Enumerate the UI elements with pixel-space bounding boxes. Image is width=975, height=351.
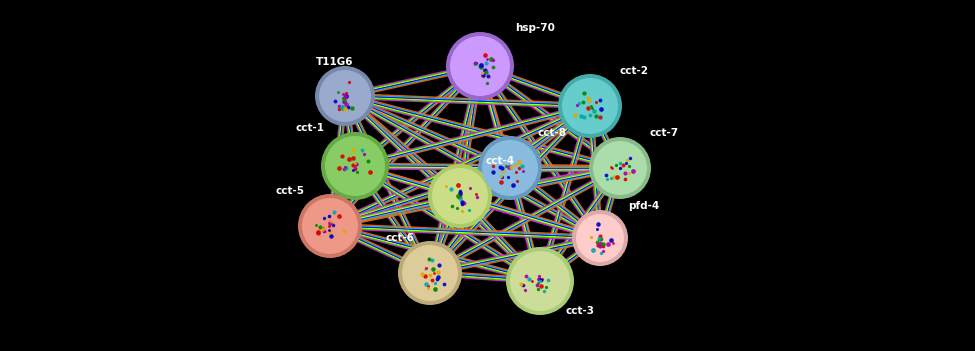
Text: cct-1: cct-1 bbox=[296, 123, 325, 133]
Ellipse shape bbox=[325, 136, 385, 196]
Text: hsp-70: hsp-70 bbox=[515, 23, 555, 33]
Ellipse shape bbox=[576, 214, 624, 262]
Ellipse shape bbox=[428, 164, 492, 228]
Ellipse shape bbox=[482, 140, 538, 196]
Ellipse shape bbox=[589, 137, 651, 199]
Ellipse shape bbox=[446, 32, 514, 100]
Ellipse shape bbox=[593, 141, 647, 195]
Text: cct-2: cct-2 bbox=[620, 66, 649, 76]
Text: pfd-4: pfd-4 bbox=[628, 201, 659, 211]
Ellipse shape bbox=[562, 78, 618, 134]
Text: cct-6: cct-6 bbox=[386, 233, 415, 243]
Ellipse shape bbox=[450, 36, 510, 96]
Ellipse shape bbox=[506, 247, 574, 315]
Ellipse shape bbox=[510, 251, 570, 311]
Ellipse shape bbox=[478, 136, 542, 200]
Text: T11G6: T11G6 bbox=[316, 57, 354, 67]
Ellipse shape bbox=[402, 245, 458, 301]
Ellipse shape bbox=[558, 74, 622, 138]
Text: cct-8: cct-8 bbox=[538, 128, 567, 138]
Text: cct-3: cct-3 bbox=[565, 306, 594, 316]
Ellipse shape bbox=[572, 210, 628, 266]
Ellipse shape bbox=[315, 66, 375, 126]
Ellipse shape bbox=[319, 70, 371, 122]
Ellipse shape bbox=[432, 168, 488, 224]
Ellipse shape bbox=[398, 241, 462, 305]
Ellipse shape bbox=[302, 198, 358, 254]
Text: cct-7: cct-7 bbox=[650, 128, 680, 138]
Ellipse shape bbox=[298, 194, 362, 258]
Ellipse shape bbox=[321, 132, 389, 200]
Text: cct-4: cct-4 bbox=[485, 156, 514, 166]
Text: cct-5: cct-5 bbox=[276, 186, 305, 196]
